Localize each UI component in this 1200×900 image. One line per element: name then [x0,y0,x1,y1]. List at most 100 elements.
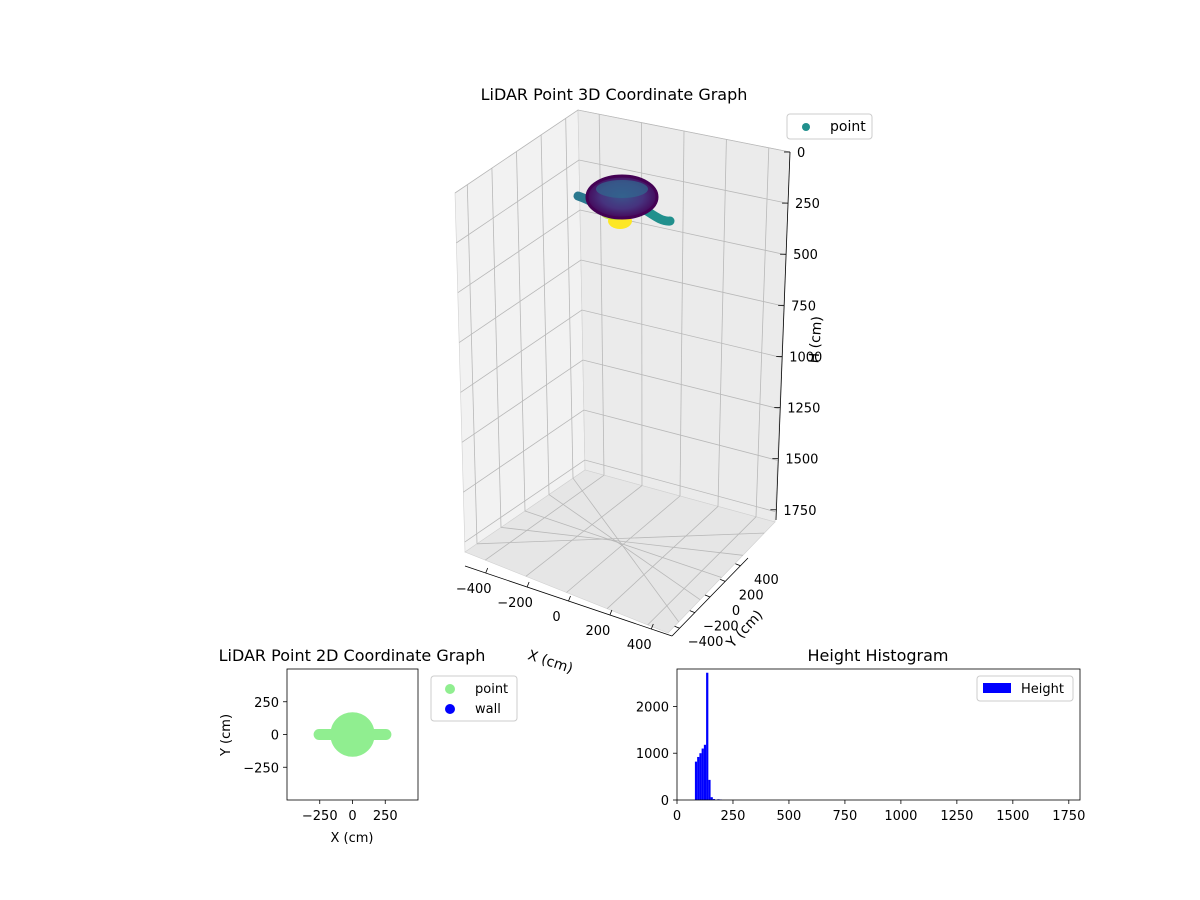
histogram-bar [710,797,713,800]
histogram-x-tick-label: 1500 [996,809,1029,824]
histogram-x-tick-label: 750 [833,809,858,824]
chart3d-grid-y-floor [524,510,722,578]
chart3d-y-tick-label: 0 [732,604,740,619]
chart3d-z-tick-label: 1250 [787,402,820,417]
chart3d-x-tick-label: −400 [456,582,492,597]
chart3d-grid-y-floor [548,494,701,601]
chart3d-y-tick [720,579,726,582]
chart3d-grid-y-floor [500,527,743,556]
chart3d-y-tick-label: 200 [739,588,764,603]
histogram-legend-swatch [983,683,1011,693]
chart3d-grid-z [457,209,786,294]
chart3d-legend-label-point: point [830,119,866,135]
chart-histogram: Height Histogram 0 250 500 750 1000 1250 1500 1… [636,646,1085,824]
chart3d-y-tick [735,563,741,567]
chart3d-legend-box [786,113,873,140]
chart3d-title: LiDAR Point 3D Coordinate Graph [481,85,748,104]
chart2d-x-tick-label: 0 [348,809,356,824]
chart3d-y-tick-label: 400 [754,573,779,588]
chart3d-grid-y-floor [476,532,765,545]
chart2d-x-tick-label: 250 [373,809,398,824]
histogram-x-tick-label: 0 [673,809,681,824]
chart3d-point-cloud [573,174,675,229]
chart3d-cloud-bowl-rim [585,174,659,220]
chart3d-x-tick-label: 200 [585,624,610,639]
chart3d-z-tick-label: 500 [793,248,818,263]
chart3d-grid-z [461,359,780,443]
chart3d-x-tick-label: 0 [552,610,560,625]
chart2d-ticks: −250 0 250 250 0 −250 [243,696,397,824]
chart2d-legend-marker-wall [445,704,455,714]
chart3d-pane-floor [464,469,776,634]
chart3d-z-tick-label: 1000 [789,350,822,365]
histogram-bar [701,748,704,800]
chart3d-y-tick-label: −200 [703,620,739,635]
chart2d-point-disk [330,712,375,757]
chart2d-legend-label-point: point [475,682,508,697]
chart3d-z-tick-label: 750 [791,299,816,314]
chart3d-legend-marker-point [802,123,810,131]
chart3d-grid-z [454,109,791,194]
histogram-x-tick-label: 1250 [940,809,973,824]
histogram-legend-box [976,675,1074,702]
chart3d-y-tick [704,594,711,598]
chart3d-y-tick [689,610,695,613]
histogram-title: Height Histogram [808,646,949,665]
chart3d-z-tick-label: 1500 [785,453,818,468]
chart3d-y-tick-label: −400 [688,635,724,650]
chart2d-legend-label-wall: wall [475,702,501,717]
histogram-bar [699,753,702,800]
chart3d-x-tick [526,581,530,588]
chart3d-cloud-bowl-inner [596,180,648,198]
chart2d-y-tick-label: 0 [271,729,279,744]
histogram-bar [706,672,709,800]
histogram-bar [712,799,716,800]
chart3d-grid-z [463,409,778,493]
chart3d-grid-z [464,459,776,543]
chart3d-legend: point [786,113,873,140]
histogram-x-tick-label: 1000 [884,809,917,824]
chart3d-x-tick [485,567,489,574]
chart2d-title: LiDAR Point 2D Coordinate Graph [219,646,486,665]
chart3d-z-tick-label: 250 [795,197,820,212]
histogram-bar [708,779,711,800]
histogram-x-tick-label: 1750 [1052,809,1085,824]
chart-3d: LiDAR Point 3D Coordinate Graph −400−200… [454,85,873,677]
chart2d-legend-marker-point [445,684,455,694]
histogram-y-tick-label: 0 [661,794,669,809]
chart3d-z-label: H (cm) [806,316,825,364]
chart3d-x-tick-label: 400 [627,638,652,653]
chart3d-x-tick [650,623,654,630]
chart3d-x-tick [609,609,613,616]
chart2d-x-tick-label: −250 [302,809,338,824]
chart2d-y-tick-label: 250 [254,696,279,711]
histogram-legend: Height [976,675,1074,702]
histogram-x-tick-label: 250 [721,809,746,824]
histogram-bar [694,761,698,800]
chart3d-z-tick-label: 0 [797,146,805,161]
chart3d-z-tick-label: 1750 [783,504,816,519]
histogram-bar [697,756,700,800]
chart3d-grid-z [458,259,784,343]
histogram-bar [703,744,707,800]
histogram-x-tick-label: 500 [777,809,802,824]
chart2d-marks [313,712,392,757]
chart3d-grid-y-floor [572,477,680,623]
chart3d-y-tick [674,625,680,629]
histogram-legend-label: Height [1021,682,1064,697]
chart3d-grid-z [460,309,782,393]
chart-2d: LiDAR Point 2D Coordinate Graph −250 0 250… [219,646,518,846]
chart3d-x-tick-label: −200 [497,596,533,611]
chart3d-x-tick [568,595,571,602]
chart3d-grid-z [456,159,788,244]
chart2d-x-label: X (cm) [331,831,374,846]
histogram-ticks: 0 250 500 750 1000 1250 1500 1750 0 1000 2000 [636,700,1085,824]
histogram-frame [676,668,1081,801]
histogram-y-tick-label: 2000 [636,700,669,715]
chart3d-grid [454,109,791,626]
chart2d-y-label: Y (cm) [219,714,234,757]
histogram-y-tick-label: 1000 [636,747,669,762]
chart2d-legend: point wall [430,675,518,722]
